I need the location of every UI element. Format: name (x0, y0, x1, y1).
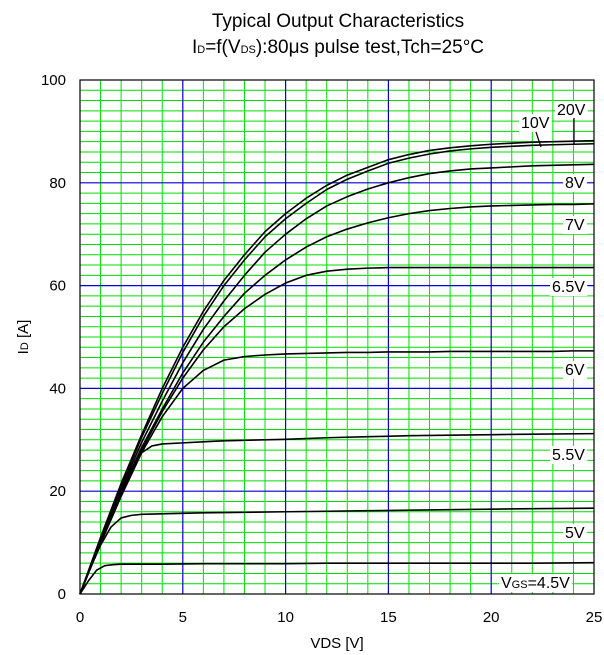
y-tick-label: 20 (49, 483, 66, 500)
series-label-bg (563, 174, 587, 192)
series-label: 6V (565, 362, 585, 379)
series-label-bg (519, 114, 552, 132)
curve-5.5v (79, 432, 595, 595)
series-label: 6.5V (552, 279, 585, 296)
curve-20v (79, 139, 595, 595)
label-leader-10v (535, 131, 542, 148)
series-label: 7V (565, 217, 585, 234)
chart-title-line2: ID=f(VDS):80μs pulse test,Tch=25°C (192, 37, 484, 58)
series-label-bg (550, 446, 588, 464)
x-tick-label: 15 (380, 609, 397, 626)
curve-vgs-4.5v (79, 561, 595, 595)
curve-5v (79, 507, 595, 595)
series-label: 5V (565, 525, 585, 542)
y-axis-title: ID [A] (15, 320, 32, 355)
plot-border (79, 79, 595, 595)
curves (79, 139, 595, 595)
series-labels: 20V 10V 8V 7V 6.5V 6V 5.5V 5V VGS=4.5V (499, 101, 588, 592)
x-tick-labels: 0 5 10 15 20 25 (76, 609, 603, 626)
series-label: 10V (521, 115, 550, 132)
curve-6.5v (79, 266, 594, 595)
series-label: 5.5V (552, 447, 585, 464)
y-tick-label: 60 (49, 278, 66, 295)
y-tick-label: 40 (49, 380, 66, 397)
y-tick-label: 100 (41, 72, 66, 89)
x-tick-label: 5 (179, 609, 187, 626)
chart-title-line1: Typical Output Characteristics (212, 11, 464, 32)
x-tick-label: 10 (277, 609, 294, 626)
series-label-bg (555, 101, 588, 119)
series-label-bg (499, 574, 573, 592)
y-tick-label: 0 (58, 586, 66, 603)
y-tick-label: 80 (49, 175, 66, 192)
curve-7v (79, 203, 595, 595)
series-label-bg (563, 216, 587, 234)
y-tick-labels: 0 20 40 60 80 100 (41, 72, 66, 603)
x-axis-title: VDS [V] (310, 635, 363, 652)
series-label-bg (563, 524, 587, 542)
series-label-bg (563, 361, 587, 379)
series-label: VGS=4.5V (501, 575, 570, 592)
curve-6v (79, 350, 594, 595)
series-label-bg (550, 278, 588, 296)
series-label: 20V (557, 102, 586, 119)
series-label: 8V (565, 175, 585, 192)
curve-10v (79, 142, 595, 595)
x-tick-label: 0 (76, 609, 84, 626)
x-tick-label: 20 (483, 609, 500, 626)
x-tick-label: 25 (586, 609, 603, 626)
curve-8v (79, 163, 595, 595)
